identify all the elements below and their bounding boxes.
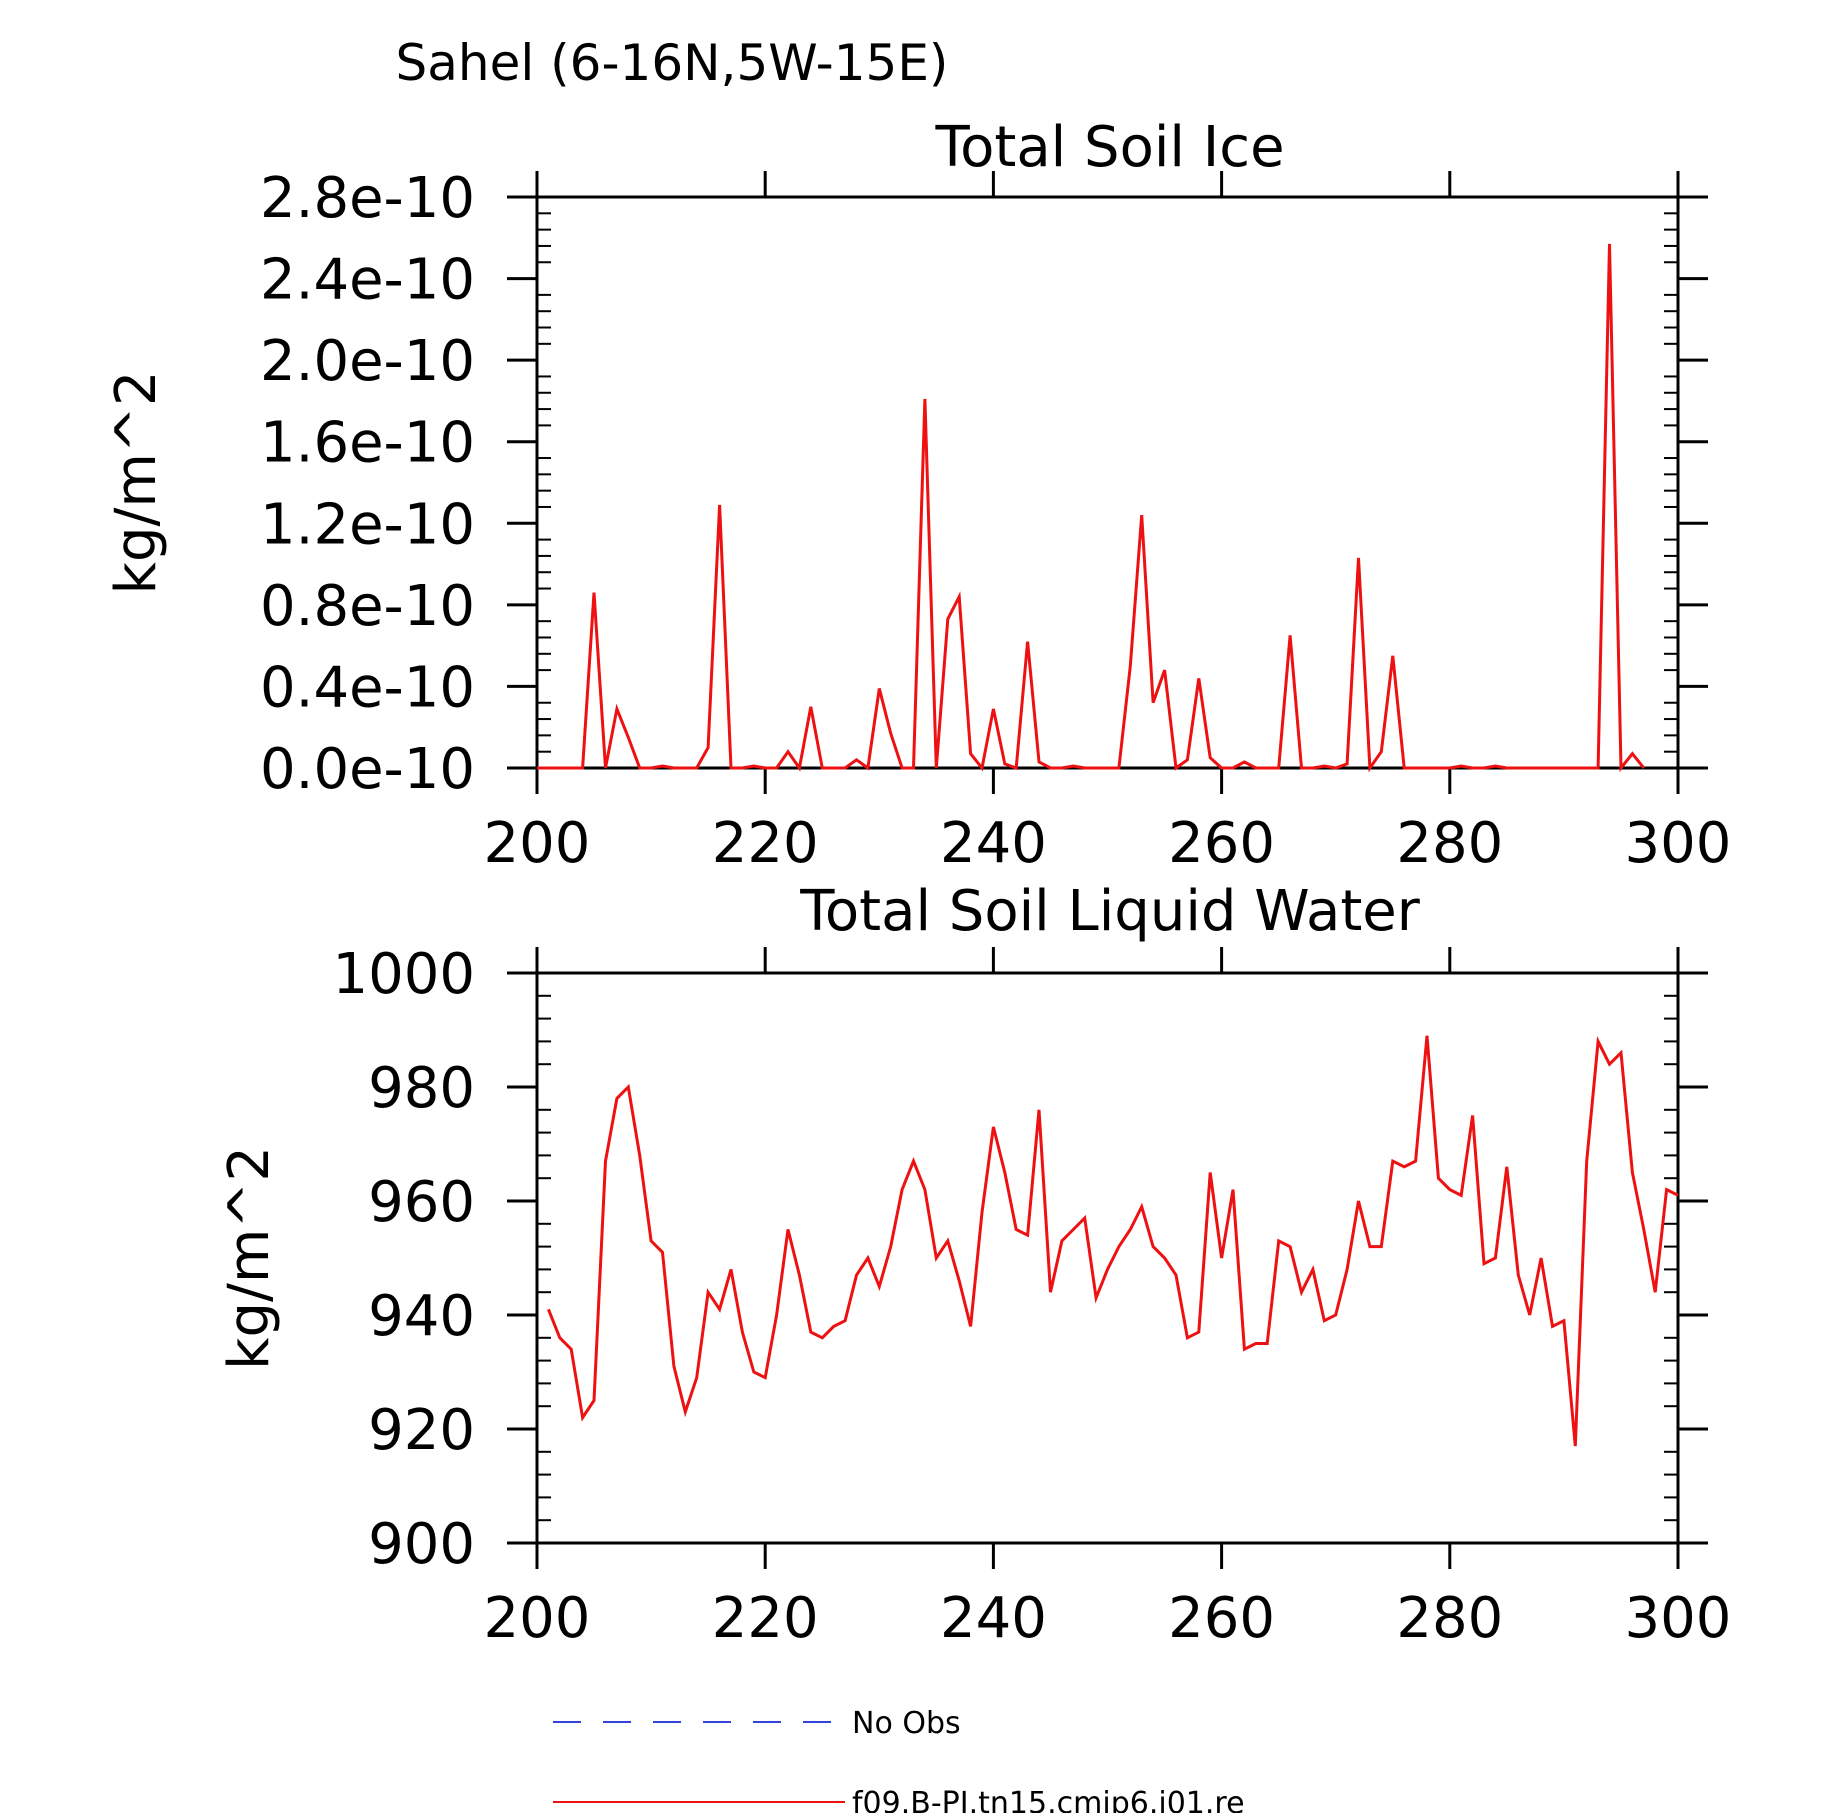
y-tick-label: 980 (368, 1056, 475, 1121)
plot-frame (535, 195, 1680, 770)
legend-label: f09.B-PI.tn15.cmip6.j01.re (852, 1786, 1245, 1813)
y-tick-label: 940 (368, 1284, 475, 1349)
y-axis-label: kg/m^2 (217, 1146, 282, 1370)
x-tick-label: 280 (1396, 811, 1503, 876)
y-tick-label: 0.0e-10 (260, 737, 475, 802)
x-tick-label: 200 (484, 1586, 591, 1651)
y-tick-label: 2.8e-10 (260, 166, 475, 231)
x-tick-label: 260 (1168, 811, 1275, 876)
x-tick-label: 300 (1625, 1586, 1732, 1651)
x-tick-label: 200 (484, 811, 591, 876)
plot-frame (535, 971, 1680, 1545)
y-tick-label: 920 (368, 1398, 475, 1463)
y-tick-label: 0.4e-10 (260, 655, 475, 720)
series-line (537, 243, 1645, 773)
x-tick-label: 240 (940, 1586, 1047, 1651)
y-tick-label: 2.4e-10 (260, 248, 475, 313)
y-tick-label: 1.2e-10 (260, 492, 475, 557)
y-tick-label: 1000 (332, 942, 475, 1007)
legend-label: No Obs (852, 1706, 961, 1741)
x-tick-label: 280 (1396, 1586, 1503, 1651)
y-tick-label: 1.6e-10 (260, 411, 475, 476)
x-tick-label: 220 (712, 1586, 819, 1651)
y-tick-label: 960 (368, 1170, 475, 1235)
legend: No Obs f09.B-PI.tn15.cmip6.j01.re (553, 1706, 1245, 1818)
panel-title: Total Soil Liquid Water (799, 879, 1421, 944)
y-tick-label: 0.8e-10 (260, 574, 475, 639)
figure-title: Sahel (6-16N,5W-15E) (396, 34, 949, 92)
series-line (547, 1035, 1679, 1447)
panel-title: Total Soil Ice (934, 115, 1284, 180)
x-tick-label: 220 (712, 811, 819, 876)
x-tick-label: 240 (940, 811, 1047, 876)
panel-total-soil-ice: Total Soil Ice 200 220 240 260 280 300 0.0e-10 0… (104, 115, 1731, 876)
x-tick-label: 300 (1625, 811, 1732, 876)
y-tick-label: 900 (368, 1512, 475, 1577)
x-tick-label: 260 (1168, 1586, 1275, 1651)
panel-total-soil-liquid-water: Total Soil Liquid Water 200 220 240 260 280 30… (217, 879, 1731, 1651)
y-axis-label: kg/m^2 (104, 371, 169, 595)
y-tick-label: 2.0e-10 (260, 329, 475, 394)
